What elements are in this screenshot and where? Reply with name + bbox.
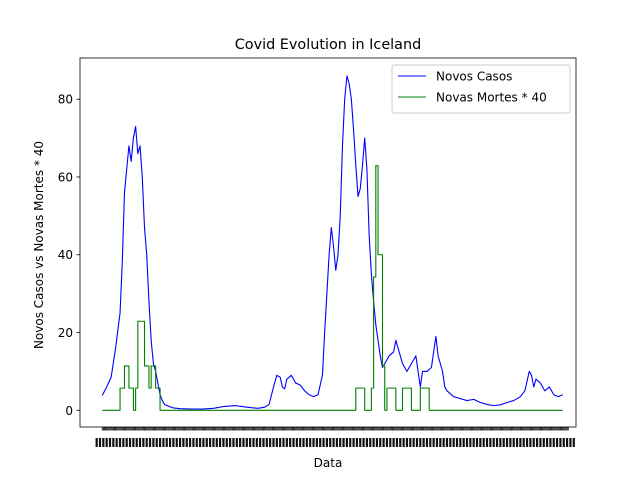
y-axis: 0 20 40 60 80	[58, 93, 80, 418]
y-tick-label: 80	[58, 93, 73, 107]
legend-box	[391, 64, 571, 114]
x-axis-label: Data	[314, 456, 343, 470]
y-tick-label: 0	[65, 404, 73, 418]
series-line-novas-mortes-40	[102, 165, 563, 411]
y-tick-label: 60	[58, 170, 73, 184]
y-tick-label: 40	[58, 248, 73, 262]
x-axis	[95, 427, 575, 447]
x-tick-labels-overlapping	[95, 438, 575, 447]
plot-lines	[101, 75, 563, 411]
y-axis-label: Novos Casos vs Novas Mortes * 40	[32, 141, 46, 349]
legend-label: Novos Casos	[436, 70, 512, 84]
legend-label: Novas Mortes * 40	[436, 91, 547, 105]
chart-title: Covid Evolution in Iceland	[235, 37, 422, 53]
x-ticks	[101, 427, 569, 431]
chart-legend: Novos Casos Novas Mortes * 40	[391, 64, 571, 114]
plot-frame	[79, 57, 577, 428]
y-tick-label: 20	[58, 326, 73, 340]
